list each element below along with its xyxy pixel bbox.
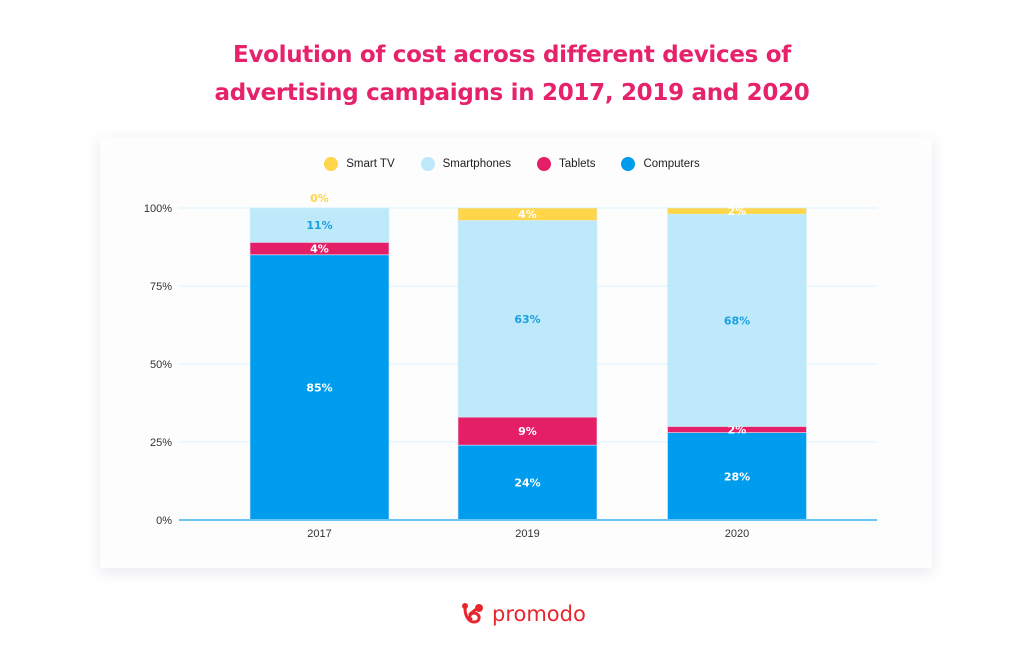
bar-segment-smart-tv: [667, 207, 807, 215]
y-tick-label: 100%: [144, 203, 172, 215]
brand-name: promodo: [492, 602, 586, 626]
legend-swatch-smartphones: [420, 157, 435, 171]
promodo-logo-icon: [462, 603, 483, 624]
legend-swatch-tablets: [537, 157, 552, 171]
data-label: 4%: [310, 243, 329, 256]
y-tick-label: 75%: [150, 281, 172, 293]
legend-label: Smartphones: [442, 158, 512, 170]
legend-swatch-smart-tv: [324, 157, 339, 171]
legend-item-tablets[interactable]: Tablets: [537, 157, 595, 171]
bar-segment-computers: [457, 444, 598, 521]
chart-title-line-1: Evolution of cost across different devic…: [233, 42, 791, 68]
legend: Smart TV Smartphones Tablets Computers: [0, 157, 1024, 171]
bar-segment-tablets: [457, 416, 598, 446]
data-label: 24%: [514, 477, 540, 490]
x-tick-label: 2017: [307, 528, 331, 540]
legend-label: Smart TV: [346, 158, 395, 170]
data-label: 9%: [518, 425, 537, 438]
data-label: 28%: [724, 470, 750, 483]
bar-segment-computers: [667, 432, 807, 521]
legend-swatch-computers: [621, 157, 636, 171]
bar-segment-smart-tv: [457, 207, 598, 221]
bar-segment-computers: [249, 254, 390, 521]
chart-title-line-2: advertising campaigns in 2017, 2019 and …: [214, 80, 810, 106]
data-label: 4%: [518, 208, 537, 221]
data-label: 11%: [306, 219, 332, 232]
y-tick-label: 0%: [156, 515, 172, 527]
legend-item-smart-tv[interactable]: Smart TV: [324, 157, 395, 171]
data-label: 2%: [728, 424, 747, 437]
x-tick-label: 2019: [515, 528, 539, 540]
data-label: 63%: [514, 313, 540, 326]
legend-label: Tablets: [559, 158, 596, 170]
brand-logo: promodo: [460, 602, 586, 626]
legend-item-computers[interactable]: Computers: [621, 157, 700, 171]
data-label: 0%: [310, 192, 329, 205]
chart-title: Evolution of cost across different devic…: [0, 36, 1024, 112]
legend-label: Computers: [643, 158, 700, 170]
bar-segment-smartphones: [667, 213, 807, 427]
y-tick-label: 25%: [150, 437, 172, 449]
data-label: 68%: [724, 314, 750, 327]
legend-item-smartphones[interactable]: Smartphones: [420, 157, 512, 171]
bar-segment-smartphones: [249, 207, 390, 243]
data-label: 2%: [728, 205, 747, 218]
data-label: 85%: [306, 381, 332, 394]
y-tick-label: 50%: [150, 359, 172, 371]
x-tick-label: 2020: [725, 528, 749, 540]
